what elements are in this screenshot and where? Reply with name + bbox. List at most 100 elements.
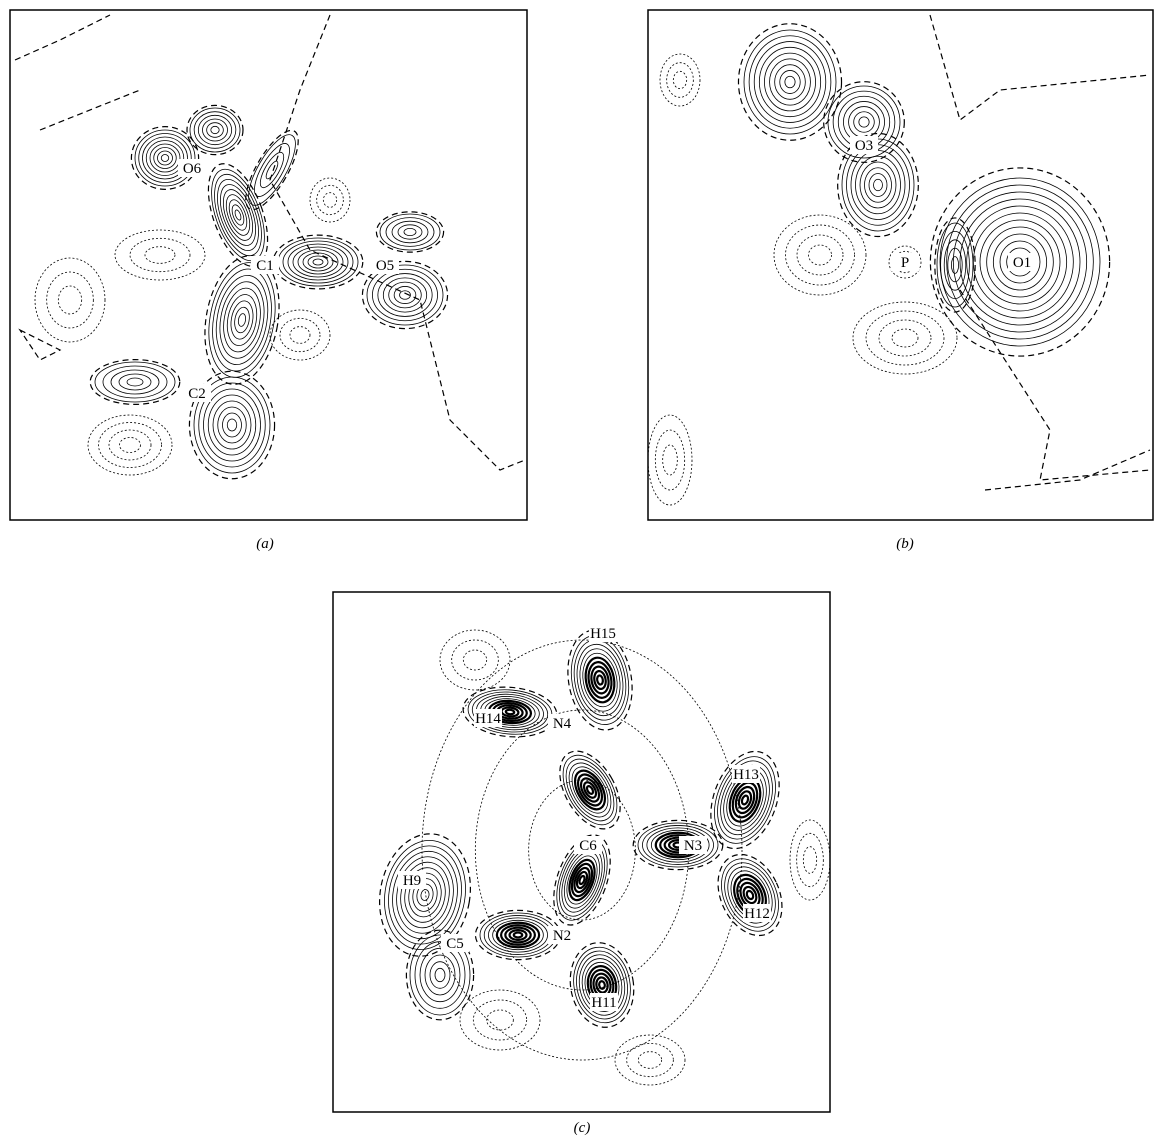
contour-line [88,415,172,475]
atom-label: N4 [553,716,572,732]
contour-line [710,850,789,941]
contour-line [47,272,94,328]
contour-line [673,71,686,88]
contour-line [223,413,242,437]
contour-line [226,197,251,232]
contour-line [497,923,539,947]
contour-line [480,913,556,957]
contour-line [435,968,445,981]
contour-line [785,76,795,88]
contour-line [317,185,344,214]
contour-line [514,933,522,938]
contour-line [595,977,609,994]
contour-line [638,1052,661,1069]
contour-line [383,278,426,312]
panel-caption: (a) [256,536,274,552]
contour-line [860,162,896,208]
contour-line [135,130,195,186]
contour-line [627,1043,674,1076]
contour-line [219,285,265,355]
contour-line [557,847,606,913]
contour-line [859,117,869,127]
contour-line [797,235,843,275]
contour-line [310,178,350,222]
atom-label: H11 [591,995,616,1011]
atom-label: C6 [579,838,597,854]
contour-line [869,174,887,197]
zero-contour [547,741,632,839]
contour-line [764,53,815,111]
atom-label: H9 [403,873,421,889]
contour-line [214,278,269,362]
atom-label: H15 [590,626,616,642]
contour-line [280,318,320,351]
contour-line [473,1000,526,1040]
contour-line [115,230,205,280]
atom-label: O5 [376,258,394,274]
contour-line [770,59,811,105]
contour-line [201,162,275,267]
atom-label: N3 [684,838,702,854]
contour-line [213,180,262,250]
contour-line [853,302,957,374]
zero-contour [270,15,525,470]
contour-line [775,65,806,100]
contour-line [440,630,510,690]
contour-line [663,445,678,475]
contour-line [501,707,519,717]
contour-line [404,228,416,235]
contour-line [951,257,958,274]
page: O6C1O5C2O3PO1H15H14N4H13C6N3H9N2C5H12H11… [0,0,1155,1139]
contour-line [854,112,875,133]
contour-line [420,948,460,1001]
contour-line [278,238,358,286]
zero-contour [40,90,140,130]
contour-line [198,115,231,144]
contour-line [95,362,175,402]
figure: O6C1O5C2O3PO1H15H14N4H13C6N3H9N2C5H12H11… [0,0,1155,1139]
contour-line [217,186,258,244]
contour-line [856,156,901,214]
atom-label: P [901,255,909,271]
contour-line [790,820,830,900]
atom-label: H13 [733,767,759,783]
contour-line [420,889,430,901]
contour-line [655,430,684,490]
contour-line [386,218,434,247]
contour-line [204,389,261,461]
contour-line [372,269,437,320]
contour-line [230,203,246,226]
contour-line [460,990,540,1050]
contour-line [937,223,973,307]
contour-line [715,855,785,936]
contour-line [809,245,832,265]
contour-line [879,320,931,356]
contour-line [732,784,757,815]
contour-line [797,833,824,886]
contour-line [744,30,836,134]
zero-contour [131,127,198,190]
contour-line [120,438,141,453]
contour-line [780,70,800,93]
atom-label: N2 [553,928,571,944]
contour-line [290,327,310,344]
contour-line [463,650,486,670]
zero-contour [985,450,1150,490]
contour-line [58,286,81,314]
contour-line [288,244,348,280]
contour-line [208,395,256,455]
contour-line [234,209,242,221]
contour-line [849,107,880,138]
contour-line [568,861,596,899]
contour-line [786,225,855,285]
contour-line [615,1035,685,1085]
contour-line [210,271,275,368]
contour-line [323,193,336,208]
contour-line [667,63,694,98]
contour-line [564,857,599,904]
panel-caption: (b) [896,536,914,552]
contour-line [741,795,749,805]
contour-line [150,144,180,172]
contour-line [941,231,970,298]
